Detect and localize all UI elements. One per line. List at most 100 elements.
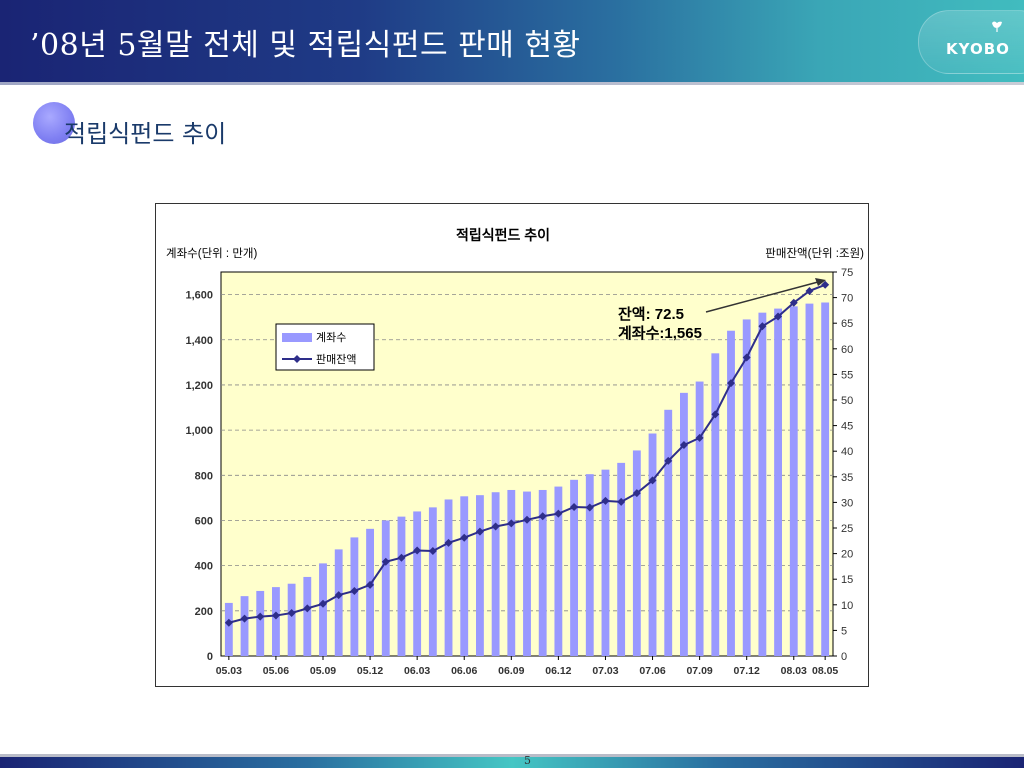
x-tick-label: 07.03 [592,665,618,677]
slide-footer [0,757,1024,768]
left-tick-label: 0 [207,651,213,663]
line-point-06.09 [507,519,516,528]
bar-06.08 [491,492,500,656]
line-point-06.03 [413,546,422,555]
bar-06.06 [460,496,469,656]
line-point-06.06 [460,533,469,542]
bar-series [224,302,830,656]
bar-08.01 [758,312,767,656]
left-tick-label: 1,000 [185,425,213,437]
left-axis-label: 계좌수(단위 : 만개) [166,247,257,260]
chart-title: 적립식펀드 추이 [456,227,550,243]
annotation-balance: 잔액: 72.5 [618,305,684,323]
line-point-07.11 [727,379,735,388]
left-tick-label: 1,400 [185,335,213,347]
line-point-05.09 [319,599,327,608]
x-tick-label: 05.12 [357,665,383,677]
x-tick-label: 05.03 [216,665,242,677]
bar-08.04 [805,303,814,656]
annotation-arrow [705,281,819,313]
line-point-06.01 [381,557,390,566]
annotation-arrowhead [815,278,826,286]
line-point-07.03 [601,496,610,505]
x-tick-label: 05.09 [310,665,336,677]
x-tick-label: 08.03 [781,665,807,677]
line-point-06.05 [444,538,453,547]
left-tick-label: 200 [195,606,213,618]
bar-08.03 [789,306,798,656]
x-tick-label: 08.05 [812,665,838,677]
line-point-05.08 [303,604,312,613]
right-tick-label: 70 [841,293,853,305]
bar-05.06 [272,587,280,656]
legend-line-marker [293,355,301,363]
line-point-07.05 [632,489,641,498]
line-point-05.07 [287,608,296,617]
bar-06.04 [428,507,437,656]
axes: 0 200 400 600 800 1,000 1,200 1,400 1,600 0 5 10 15 2… [185,267,853,677]
bar-05.03 [224,602,233,656]
bar-06.07 [476,495,484,656]
bar-05.08 [303,576,312,656]
bar-06.03 [413,511,422,656]
annotation: 잔액: 72.5 계좌수:1,565 [618,278,826,342]
bird-logo-icon [992,21,1002,32]
line-point-07.12 [742,353,751,362]
right-tick-label: 65 [841,318,853,330]
line-point-07.02 [585,503,594,512]
line-point-07.06 [648,476,657,485]
x-tick-label: 06.12 [545,665,571,677]
left-tick-label: 1,600 [185,290,213,302]
bar-06.01 [381,520,390,656]
x-tick-label: 07.09 [686,665,712,677]
bar-05.05 [256,590,265,656]
line-point-06.10 [523,515,531,524]
line-point-07.08 [679,441,688,450]
line-point-05.06 [271,611,280,620]
right-tick-label: 60 [841,344,853,356]
bar-05.11 [350,537,359,656]
right-tick-label: 35 [841,472,853,484]
line-point-06.12 [554,509,563,518]
left-tick-label: 800 [195,470,213,482]
line-point-05.03 [224,618,233,627]
bar-05.10 [334,549,343,656]
right-tick-label: 10 [841,600,853,612]
x-tick-label: 07.12 [734,665,760,677]
right-tick-label: 75 [841,267,853,279]
line-point-05.04 [240,614,249,623]
right-tick-label: 20 [841,549,853,561]
x-tick-label: 07.06 [639,665,665,677]
bar-06.05 [444,499,453,656]
right-tick-label: 50 [841,395,853,407]
line-series [224,280,830,627]
section-bullet-icon [33,102,75,144]
right-tick-label: 0 [841,651,847,663]
slide-title: ’08년 5월말 전체 및 적립식펀드 판매 현황 [30,28,581,63]
left-tick-label: 400 [195,561,213,573]
bar-05.12 [366,528,374,656]
bar-07.06 [648,433,657,656]
bar-08.02 [774,308,782,656]
bar-05.04 [240,596,249,656]
annotation-accounts: 계좌수:1,565 [618,325,702,342]
bar-06.11 [538,489,547,656]
bar-08.05 [821,302,830,656]
line-point-08.03 [789,298,798,307]
bar-07.02 [585,474,594,656]
bar-07.08 [680,392,688,656]
bar-07.04 [617,462,626,656]
right-tick-label: 55 [841,369,853,381]
logo-pill [918,10,1024,74]
line-point-07.01 [570,503,579,512]
slide-header [0,0,1024,82]
right-axis-label: 판매잔액(단위 :조원) [765,246,864,260]
footer-divider [0,754,1024,757]
x-tick-label: 06.06 [451,665,477,677]
right-tick-label: 30 [841,497,853,509]
header-divider [0,82,1024,85]
bar-06.09 [507,489,516,656]
bar-06.12 [554,486,563,656]
page-number: 5 [524,754,531,767]
line-point-08.04 [805,286,814,295]
